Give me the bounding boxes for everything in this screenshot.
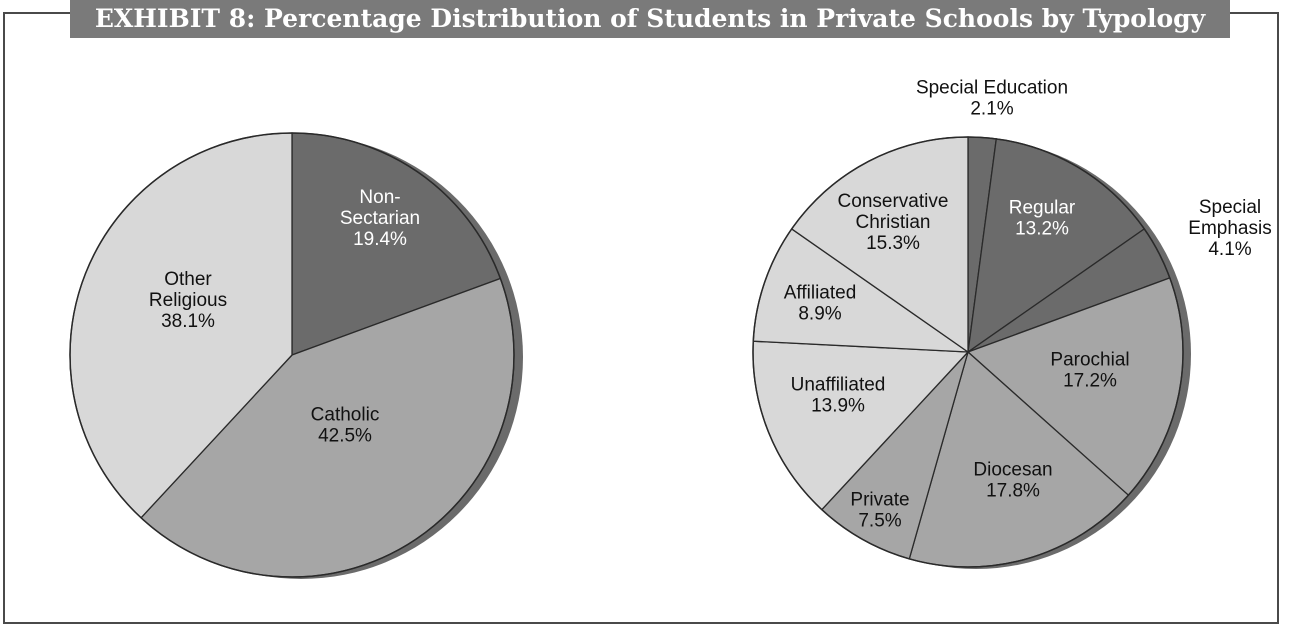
slice-label-line: Christian	[856, 212, 931, 233]
slice-label-line: Parochial	[1050, 350, 1129, 371]
slice-label-line: Special Education	[916, 78, 1068, 99]
slice-label-line: Emphasis	[1188, 218, 1271, 239]
slice-label: Private 7.5%	[850, 490, 909, 532]
slice-label-line: 19.4%	[353, 229, 407, 250]
slice-label-line: Catholic	[311, 405, 380, 426]
slice-label-line: 13.2%	[1015, 219, 1069, 240]
pie-chart-1: Non-Sectarian 19.4% Catholic 42.5% Other Reli…	[69, 132, 523, 579]
slice-label: Special Emphasis 4.1%	[1188, 197, 1271, 260]
pie-outline	[69, 132, 515, 578]
slice-label-line: Private	[850, 490, 909, 511]
slice-label-line: Unaffiliated	[791, 375, 886, 396]
slice-label-line: 15.3%	[866, 233, 920, 254]
slice-label-line: 42.5%	[318, 426, 372, 447]
slice-label: Affiliated 8.9%	[784, 283, 857, 325]
slice-label: Other Religious 38.1%	[149, 269, 227, 332]
slice-label-line: Regular	[1009, 198, 1076, 219]
exhibit-title: EXHIBIT 8: Percentage Distribution of St…	[70, 0, 1230, 38]
slice-label-line: Religious	[149, 290, 227, 311]
slice-label-line: 38.1%	[161, 311, 215, 332]
slice-label-line: 13.9%	[811, 396, 865, 417]
slice-label-line: 8.9%	[798, 304, 841, 325]
slice-label: Conservative Christian 15.3%	[838, 191, 949, 254]
slice-label: Non-Sectarian 19.4%	[340, 187, 420, 250]
slice-label: Unaffiliated 13.9%	[791, 375, 886, 417]
slice-label: Diocesan 17.8%	[973, 460, 1052, 502]
slice-label-line: Conservative	[838, 191, 949, 212]
slice-label-line: 2.1%	[970, 99, 1013, 120]
slice-label-line: Other	[164, 269, 212, 290]
slice-label-line: Special	[1199, 197, 1261, 218]
slice-label: Catholic 42.5%	[311, 405, 380, 447]
slice-label-line: Sectarian	[340, 208, 420, 229]
pie-chart-2: Special Education 2.1% Regular 13.2% Special…	[752, 78, 1272, 569]
slice-label-line: 17.2%	[1063, 371, 1117, 392]
slice-label: Special Education 2.1%	[916, 78, 1068, 120]
slice-label-line: Affiliated	[784, 283, 857, 304]
slice-label-line: Diocesan	[973, 460, 1052, 481]
slice-label-line: 17.8%	[986, 481, 1040, 502]
slice-label-line: 7.5%	[858, 511, 901, 532]
slice-label-line: Non-	[359, 187, 400, 208]
pie-outline	[752, 136, 1184, 568]
slice-label-line: 4.1%	[1208, 239, 1251, 260]
slice-label: Parochial 17.2%	[1050, 350, 1129, 392]
slice-label: Regular 13.2%	[1009, 198, 1076, 240]
